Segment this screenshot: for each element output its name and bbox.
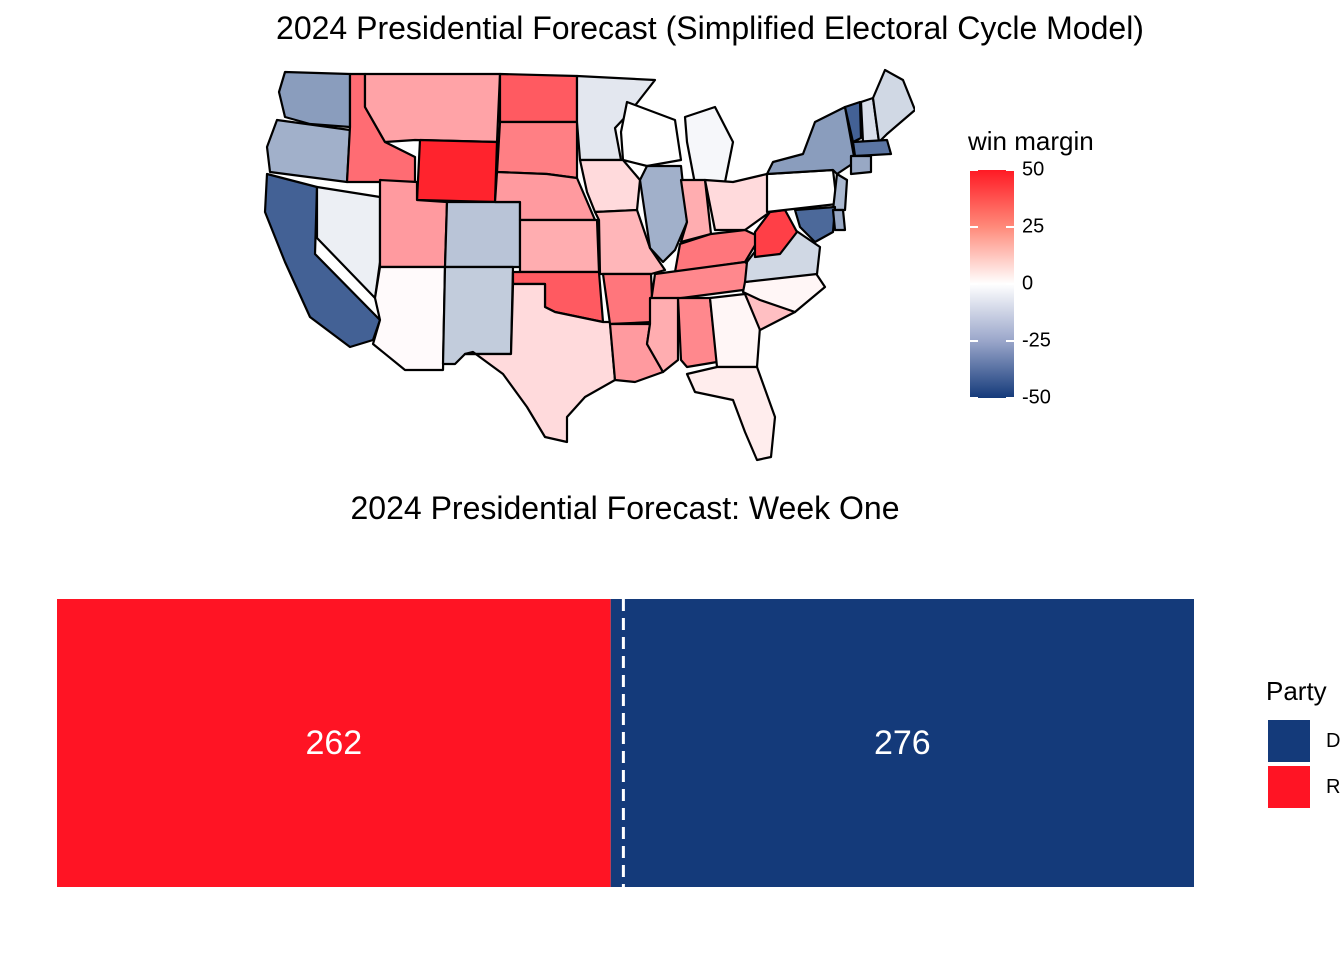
- legend-tick-25: 25: [1022, 215, 1045, 238]
- state-al: [676, 296, 719, 369]
- party-legend: Party D R: [1266, 676, 1344, 816]
- legend-tick-mark: [1006, 226, 1014, 228]
- state-or: [265, 118, 352, 184]
- state-pa: [765, 168, 839, 214]
- state-ma: [851, 138, 893, 158]
- state-md: [793, 205, 837, 244]
- state-mo: [593, 208, 667, 276]
- state-ks: [518, 218, 601, 274]
- map-title: 2024 Presidential Forecast (Simplified E…: [276, 10, 1144, 46]
- state-wa: [277, 70, 352, 129]
- us-state-map: [263, 68, 915, 462]
- state-ct: [849, 154, 873, 176]
- legend-tick-mark: [970, 226, 978, 228]
- legend-tick-0: 0: [1022, 272, 1034, 295]
- party-legend-title: Party: [1266, 676, 1327, 706]
- state-de: [831, 208, 847, 232]
- legend-tick-mark: [1006, 340, 1014, 342]
- state-me: [871, 68, 915, 144]
- bar-d-segment: [610, 599, 1194, 887]
- legend-tick-mark: [1006, 169, 1014, 171]
- state-il: [638, 164, 689, 264]
- state-ga: [708, 292, 762, 369]
- state-sd: [495, 120, 579, 180]
- state-az: [371, 265, 447, 372]
- bar-d-value-label: 276: [874, 724, 931, 762]
- legend-tick-mark: [970, 283, 978, 285]
- state-mi: [683, 105, 735, 186]
- party-key-d: [1268, 720, 1310, 762]
- legend-tick-mark: [970, 397, 978, 399]
- legend-tick-mark: [970, 169, 978, 171]
- state-wi: [619, 100, 683, 168]
- electoral-vote-bar-chart: 262 276: [57, 599, 1194, 887]
- legend-tick-mark: [1006, 397, 1014, 399]
- state-nm: [441, 265, 515, 366]
- state-mt: [363, 72, 502, 144]
- state-oh: [703, 172, 772, 232]
- legend-tick-50: 50: [1022, 158, 1045, 181]
- state-nd: [498, 72, 579, 124]
- state-tx: [463, 282, 617, 444]
- state-mn: [575, 74, 657, 162]
- party-label-r: R: [1326, 776, 1341, 798]
- state-co: [443, 200, 522, 269]
- bar-r-value-label: 262: [305, 724, 362, 762]
- legend-tick-mark: [1006, 283, 1014, 285]
- bar-r-segment: [57, 599, 611, 887]
- party-label-d: D: [1326, 730, 1341, 752]
- win-margin-legend-title: win margin: [968, 126, 1094, 156]
- state-nj: [831, 172, 849, 212]
- state-fl: [685, 365, 777, 462]
- win-margin-legend: win margin 50 25 0 -25 -50: [968, 126, 1128, 416]
- legend-tick-minus-25: -25: [1022, 329, 1051, 352]
- bar-chart-title: 2024 Presidential Forecast: Week One: [350, 490, 900, 526]
- state-ny: [765, 105, 857, 176]
- state-vt: [843, 100, 863, 144]
- state-wy: [415, 138, 499, 204]
- legend-tick-mark: [970, 340, 978, 342]
- legend-tick-minus-50: -50: [1022, 386, 1051, 409]
- party-key-r: [1268, 766, 1310, 808]
- state-ar: [601, 272, 655, 326]
